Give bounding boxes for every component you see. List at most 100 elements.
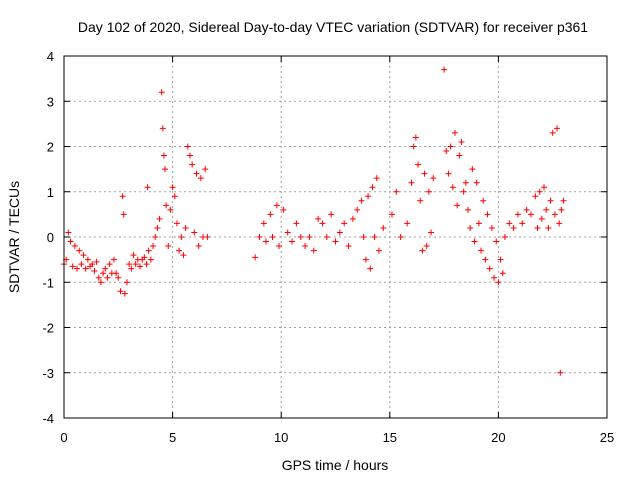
data-point-marker (445, 170, 452, 177)
data-point-marker (195, 243, 202, 250)
data-point-marker (486, 265, 493, 272)
data-point-marker (345, 243, 352, 250)
data-point-marker (549, 129, 556, 136)
data-point-marker (373, 175, 380, 182)
data-point-marker (393, 188, 400, 195)
data-point-marker (267, 211, 274, 218)
x-tick-label: 25 (600, 430, 614, 445)
data-point-marker (478, 247, 485, 254)
data-point-marker (130, 252, 137, 259)
data-point-marker (417, 197, 424, 204)
data-point-marker (412, 134, 419, 141)
data-point-marker (119, 193, 126, 200)
data-point-marker (362, 256, 369, 263)
x-tick-label: 15 (383, 430, 397, 445)
data-point-marker (541, 184, 548, 191)
data-point-marker (78, 261, 85, 268)
data-point-marker (132, 261, 139, 268)
data-point-marker (144, 184, 151, 191)
data-point-marker (456, 152, 463, 159)
data-point-marker (110, 256, 117, 263)
data-point-marker (178, 234, 185, 240)
data-point-marker (480, 197, 487, 204)
data-point-marker (547, 197, 554, 204)
data-point-marker (397, 234, 404, 240)
data-point-marker (310, 247, 317, 254)
data-point-marker (137, 263, 144, 270)
data-point-marker (543, 206, 550, 213)
data-point-marker (519, 220, 526, 227)
data-point-marker (284, 229, 291, 236)
data-point-marker (532, 193, 539, 200)
data-point-marker (419, 247, 426, 254)
data-point-marker (182, 224, 189, 231)
data-point-marker (462, 179, 469, 186)
data-point-marker (104, 274, 111, 281)
data-point-marker (69, 263, 76, 270)
data-point-marker (152, 234, 159, 240)
x-tick-labels: 0 5 10 15 20 25 (60, 430, 614, 445)
data-point-marker (154, 224, 161, 231)
data-point-marker (106, 261, 113, 268)
data-point-marker (375, 247, 382, 254)
data-point-marker (545, 224, 552, 231)
data-point-marker (89, 261, 96, 268)
data-point-marker (141, 254, 148, 261)
data-point-marker (269, 234, 276, 240)
data-point-marker (280, 206, 287, 213)
data-point-marker (560, 197, 567, 204)
data-point-marker (536, 188, 543, 195)
data-point-marker (464, 206, 471, 213)
data-point-marker (449, 184, 456, 191)
data-point-marker (358, 197, 365, 204)
data-point-marker (102, 265, 109, 272)
data-point-marker (538, 215, 545, 222)
data-point-marker (467, 224, 474, 231)
y-tick-label: -1 (42, 275, 54, 290)
x-tick-label: 5 (169, 430, 176, 445)
y-tick-label: 4 (47, 49, 54, 64)
data-point-marker (91, 267, 98, 274)
data-point-marker (388, 211, 395, 218)
y-axis-label: SDTVAR / TECUs (6, 181, 22, 293)
data-point-marker (428, 229, 435, 236)
data-point-marker (460, 188, 467, 195)
data-point-marker (169, 184, 176, 191)
data-point-marker (297, 234, 304, 240)
data-point-marker (260, 220, 267, 227)
data-point-marker (156, 215, 163, 222)
data-point-marker (514, 211, 521, 218)
data-point-marker (163, 202, 170, 209)
data-point-marker (113, 270, 120, 277)
data-point-marker (558, 206, 565, 213)
y-tick-labels: -4 -3 -2 -1 0 1 2 3 4 (42, 49, 54, 426)
data-point-marker (143, 261, 150, 268)
data-point-marker (315, 215, 322, 222)
data-point-marker (184, 143, 191, 150)
data-point-marker (332, 238, 339, 245)
data-point-marker (557, 369, 564, 376)
data-point-marker (256, 234, 263, 240)
data-point-marker (252, 254, 259, 261)
data-point-marker (491, 274, 498, 281)
data-point-marker (165, 243, 172, 250)
data-point-marker (71, 243, 78, 250)
data-point-marker (80, 252, 87, 259)
y-tick-label: -2 (42, 321, 54, 336)
data-point-marker (67, 238, 74, 245)
data-point-marker (93, 258, 100, 265)
data-point-marker (475, 220, 482, 227)
data-point-marker (161, 166, 168, 173)
data-point-marker (506, 220, 513, 227)
data-point-marker (447, 143, 454, 150)
data-point-marker (173, 220, 180, 227)
y-tick-label: -4 (42, 411, 54, 426)
data-point-marker (497, 256, 504, 263)
data-point-marker (488, 224, 495, 231)
data-point-marker (454, 202, 461, 209)
data-point-marker (302, 243, 309, 250)
data-point-marker (323, 234, 330, 240)
data-point-marker (306, 234, 313, 240)
data-point-marker (501, 234, 508, 240)
